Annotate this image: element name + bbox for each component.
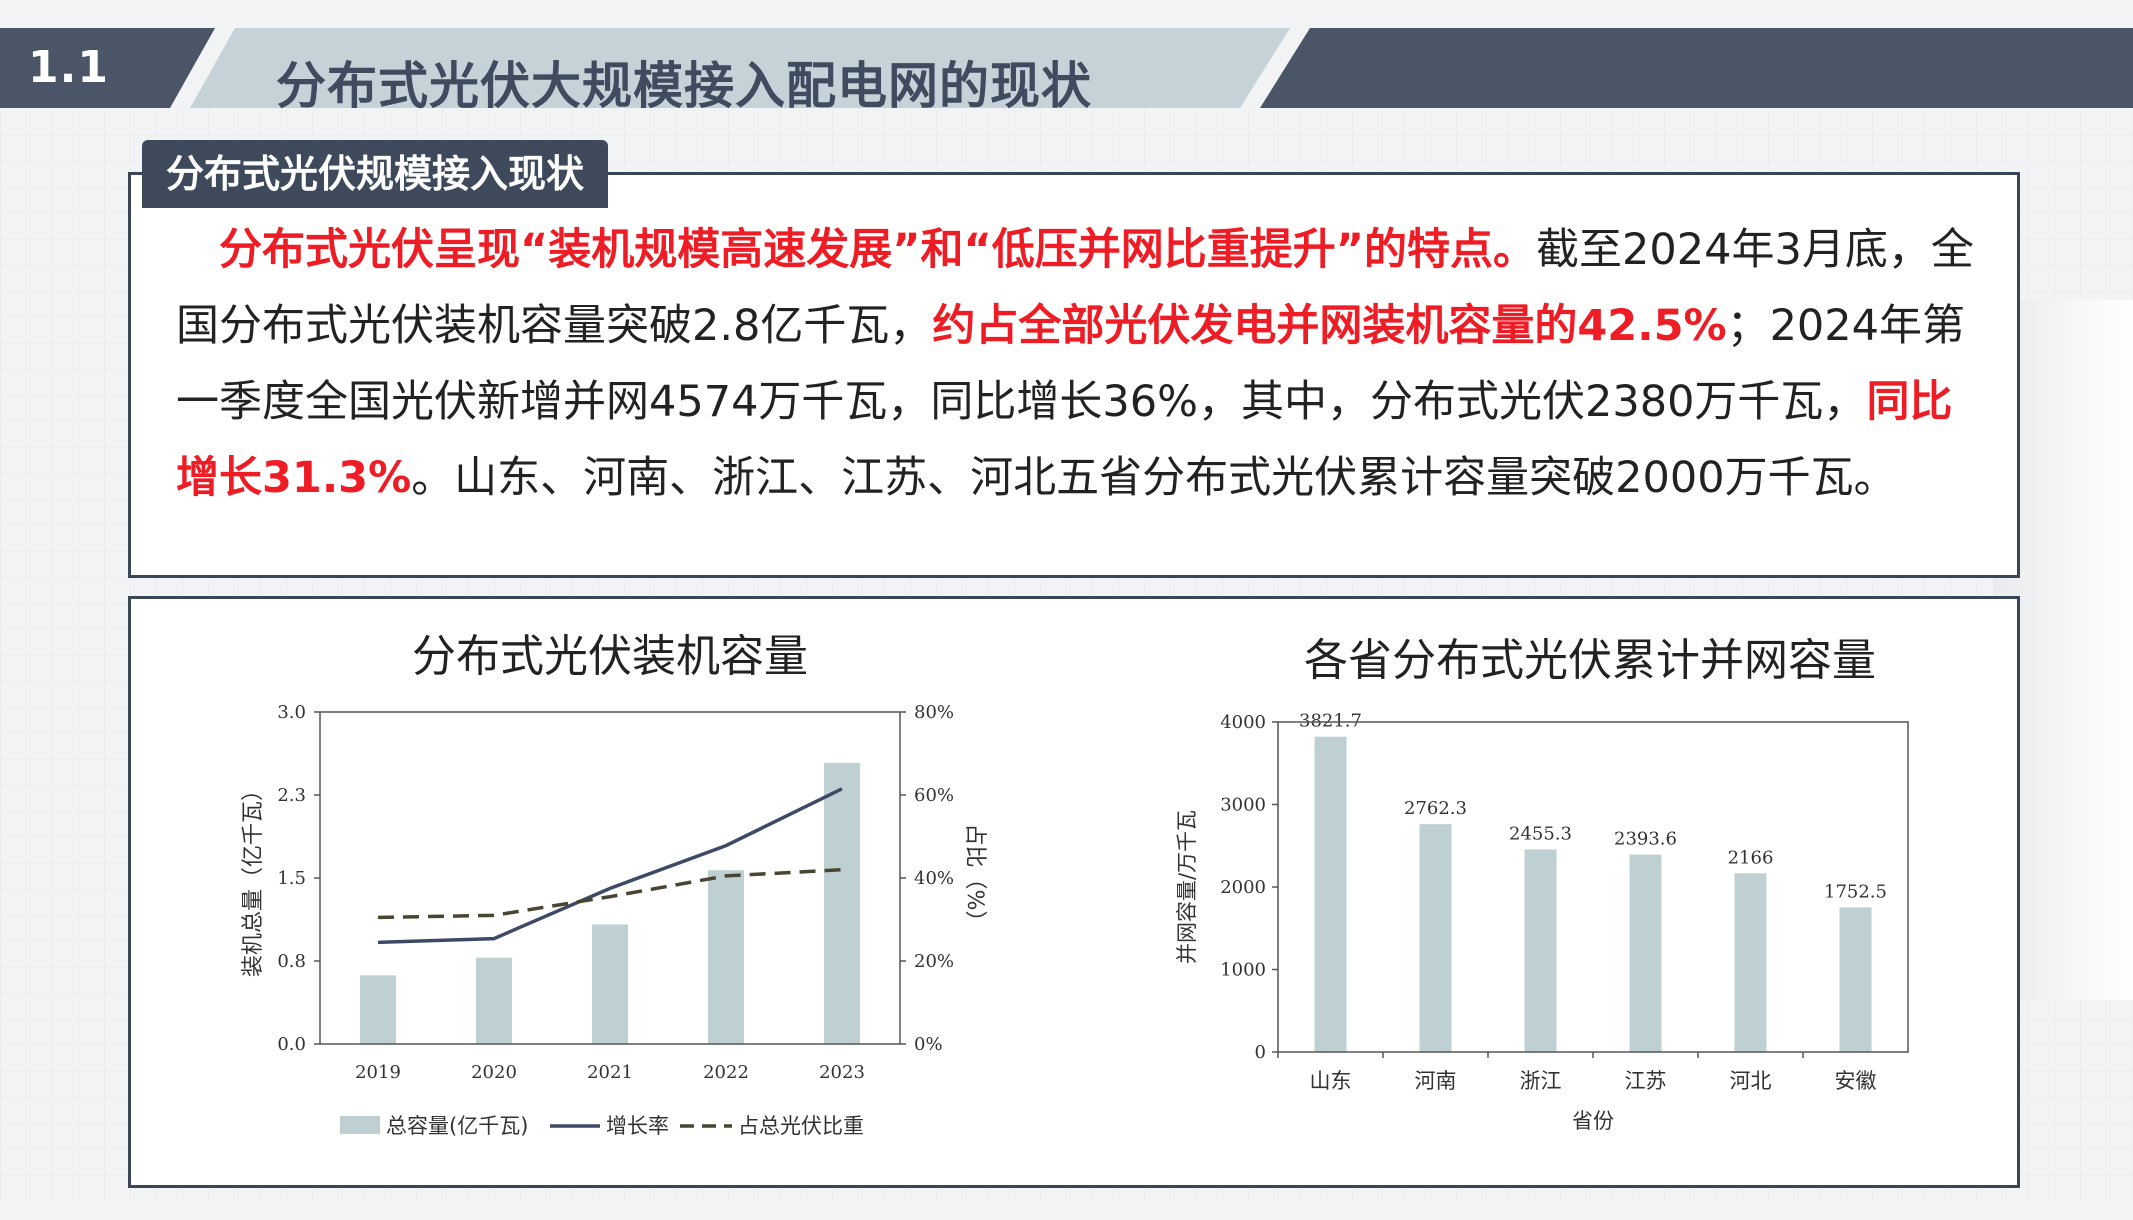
x-tick-label: 2020: [471, 1062, 517, 1083]
x-tick-label: 江苏: [1625, 1069, 1667, 1093]
key-figure: 约占全部光伏发电并网装机容量的42.5%: [932, 301, 1727, 351]
bar-江苏: [1629, 854, 1662, 1052]
bar-2022: [708, 870, 744, 1044]
bar-2021: [592, 924, 628, 1044]
chart1-title: 分布式光伏装机容量: [412, 631, 808, 682]
legend-label: 总容量(亿千瓦): [386, 1114, 528, 1138]
y-axis-title: 并网容量/万千瓦: [1175, 810, 1199, 964]
data-label: 2762.3: [1404, 798, 1467, 819]
x-tick-label: 2019: [355, 1062, 401, 1083]
y-tick-label: 0: [1255, 1042, 1266, 1063]
y2-tick-label: 20%: [914, 951, 954, 972]
x-tick-label: 2023: [819, 1062, 865, 1083]
y-tick-label: 4000: [1220, 712, 1266, 733]
growth-rate-line: [377, 787, 843, 945]
chart2-title: 各省分布式光伏累计并网容量: [1304, 635, 1876, 686]
legend-label: 增长率: [606, 1114, 669, 1138]
y-tick-label: 1000: [1220, 960, 1266, 981]
x-tick-label: 山东: [1310, 1069, 1352, 1093]
y-tick-label: 3.0: [277, 702, 306, 723]
capacity-chart: 0.0 0.8 1.5 2.3 3.0 0% 20% 40% 60% 80% 2019 2020 202…: [241, 702, 987, 1138]
x-tick-label: 河北: [1730, 1069, 1772, 1093]
y-tick-label: 2.3: [277, 785, 306, 806]
x-tick-label: 河南: [1415, 1069, 1457, 1093]
bar-2023: [824, 762, 860, 1044]
share-line: [377, 867, 843, 920]
y2-tick-label: 80%: [914, 702, 954, 723]
y2-tick-label: 60%: [914, 785, 954, 806]
legend-swatch-bar: [340, 1116, 380, 1134]
slide-header: 1.1 分布式光伏大规模接入配电网的现状: [0, 0, 2133, 115]
y-axis-title: 装机总量（亿千瓦）: [241, 779, 266, 977]
x-tick-label: 2022: [703, 1062, 749, 1083]
y-tick-label: 1.5: [277, 868, 306, 889]
summary-box: [128, 172, 2020, 578]
data-label: 2166: [1728, 847, 1774, 868]
header-banner: [0, 0, 2133, 108]
bar-山东: [1314, 736, 1347, 1052]
summary-paragraph: 分布式光伏呈现“装机规模高速发展”和“低压并网比重提升”的特点。截至2024年3…: [176, 212, 1976, 516]
y-tick-label: 2000: [1220, 877, 1266, 898]
data-label: 3821.7: [1299, 711, 1362, 732]
y-tick-label: 0.0: [277, 1034, 306, 1055]
bar-2019: [360, 975, 396, 1044]
bar-浙江: [1524, 849, 1557, 1052]
bar-2020: [476, 957, 512, 1044]
legend-label: 占总光伏比重: [738, 1114, 864, 1138]
x-tick-label: 2021: [587, 1062, 633, 1083]
y2-tick-label: 0%: [914, 1034, 943, 1055]
data-label: 2393.6: [1614, 829, 1677, 850]
slide-title: 分布式光伏大规模接入配电网的现状: [276, 57, 1092, 115]
sentence: ；2024年第一季度全国光伏新增并网4574万千瓦，同比增长36%，其中，分布式…: [176, 301, 1966, 427]
x-axis-title: 省份: [1572, 1109, 1614, 1133]
bar-安徽: [1839, 907, 1872, 1052]
plot-frame: [1277, 721, 1909, 1053]
section-number: 1.1: [28, 42, 109, 93]
charts-panel: [128, 596, 2020, 1188]
x-tick-label: 浙江: [1520, 1069, 1562, 1093]
sentence: 截至2024年3月底，全国分布式光伏装机容量突破2.8亿千瓦，: [176, 225, 1974, 351]
bar-河南: [1419, 824, 1452, 1052]
province-chart: 3821.7 2762.3 2455.3 2393.6 2166 1752.5 山东 河南 浙…: [1175, 711, 1909, 1133]
key-figure: 同比增长31.3%: [176, 377, 1953, 503]
data-label: 1752.5: [1824, 881, 1887, 902]
y-tick-label: 0.8: [277, 951, 306, 972]
section-label: 分布式光伏规模接入现状: [142, 140, 609, 208]
y2-tick-label: 40%: [914, 868, 954, 889]
key-point: 分布式光伏呈现“装机规模高速发展”和“低压并网比重提升”的特点。: [219, 225, 1537, 275]
sentence: 。山东、河南、浙江、江苏、河北五省分布式光伏累计容量突破2000万千瓦。: [411, 453, 1897, 503]
data-label: 2455.3: [1509, 823, 1572, 844]
y2-axis-title: 占比（%）: [962, 824, 987, 933]
bar-河北: [1734, 873, 1767, 1052]
x-tick-label: 安徽: [1835, 1069, 1877, 1093]
y-tick-label: 3000: [1220, 795, 1266, 816]
